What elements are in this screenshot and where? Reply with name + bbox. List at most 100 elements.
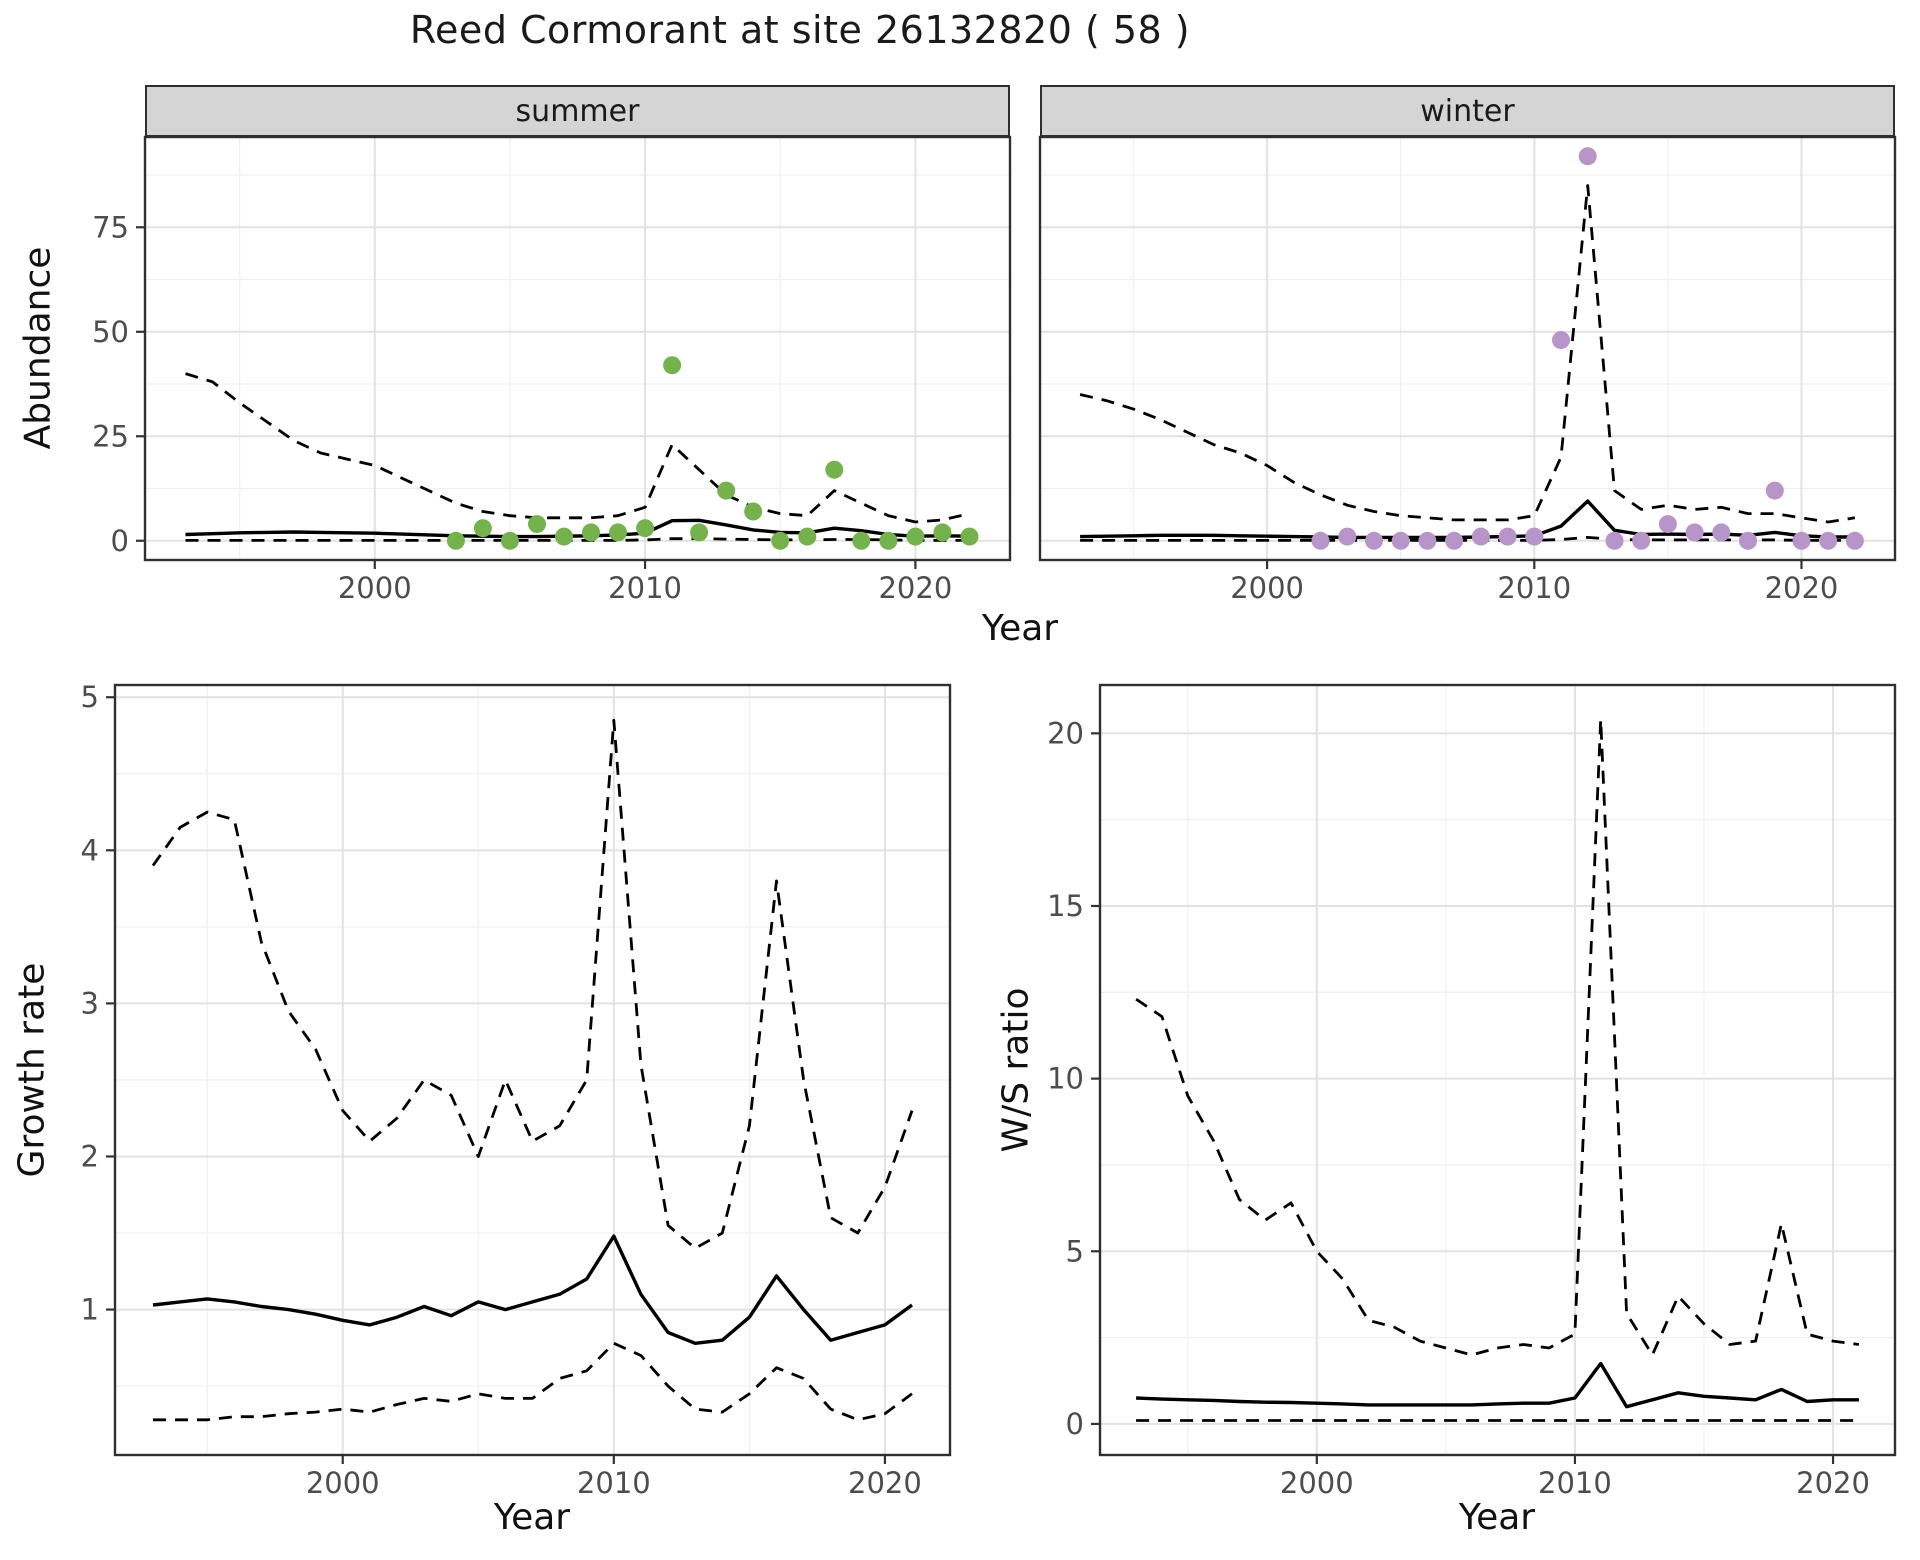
observed-point [798, 527, 817, 546]
grid-major [1100, 685, 1895, 1455]
observed-point [528, 515, 546, 534]
series-upper_95ci [151, 718, 914, 1250]
facet-strip-winter: winter [1040, 85, 1895, 137]
y-tick-label: 0 [1066, 1407, 1084, 1441]
x-tick-label: 2000 [1280, 1466, 1354, 1500]
y-axis-ticks: 1 2 3 4 5 [81, 680, 115, 1327]
plot-title: Reed Cormorant at site 26132820 ( 58 ) [409, 8, 1191, 52]
observed-point [1338, 527, 1357, 546]
facet-strip-summer: summer [145, 85, 1010, 137]
winter-abundance-panel: 2000 2010 2020 [1038, 135, 1897, 605]
series-upper_95ci [1079, 184, 1856, 524]
observed-point [825, 460, 844, 479]
observed-point [1765, 481, 1784, 500]
observed-point [1845, 531, 1864, 550]
y-axis-ticks: 0 5 10 15 20 [1047, 716, 1100, 1441]
observed-point [1471, 527, 1490, 546]
series-upper_95ci [1135, 718, 1860, 1357]
panel-border [1038, 135, 1897, 562]
x-tick-label: 2010 [577, 1466, 651, 1500]
grid-major [1040, 137, 1895, 560]
panel-border [143, 135, 1012, 562]
x-axis-title-top: Year [981, 608, 1059, 649]
y-tick-label: 25 [92, 419, 129, 453]
observed-point [473, 519, 492, 538]
observed-point [446, 531, 465, 550]
observed-point [1311, 531, 1330, 550]
observed-point [555, 527, 573, 546]
observed-point [1525, 527, 1544, 546]
grid-minor [1040, 137, 1895, 560]
x-tick-label: 2000 [306, 1466, 380, 1500]
observed-point [906, 527, 925, 546]
x-tick-label: 2000 [338, 571, 412, 605]
x-axis-ticks: 2000 2010 2020 [306, 1455, 922, 1500]
observed-point [852, 531, 871, 550]
observed-point [1605, 531, 1624, 550]
panel-background [1040, 137, 1895, 560]
y-axis-title-abundance: Abundance [17, 246, 59, 450]
observed-point [933, 523, 952, 542]
observed-points [1311, 147, 1864, 550]
panel-background [115, 685, 950, 1455]
y-tick-label: 1 [81, 1293, 99, 1327]
x-axis-title-growth: Year [493, 1497, 571, 1538]
x-axis-title-ws: Year [1458, 1497, 1536, 1538]
y-tick-label: 2 [81, 1139, 99, 1173]
observed-point [1445, 531, 1464, 550]
x-axis-ticks: 2000 2010 2020 [338, 560, 952, 605]
panel-background [145, 137, 1010, 560]
x-tick-label: 2020 [1765, 571, 1839, 605]
panel-background [1100, 685, 1895, 1455]
observed-point [663, 356, 682, 375]
y-tick-label: 15 [1047, 889, 1084, 923]
y-tick-label: 50 [92, 315, 129, 349]
facet-strip-winter-label: winter [1420, 93, 1515, 129]
y-tick-label: 0 [111, 524, 129, 558]
observed-point [771, 531, 790, 550]
y-tick-label: 75 [92, 210, 129, 244]
observed-point [500, 531, 519, 550]
x-axis-ticks: 2000 2010 2020 [1230, 560, 1838, 605]
observed-point [1498, 527, 1517, 546]
ws-ratio-panel: 2000 2010 2020 0 5 10 15 20 [1047, 683, 1897, 1500]
observed-point [1792, 531, 1811, 550]
series-lower_95ci [153, 1341, 913, 1422]
growth-rate-panel: 2000 2010 2020 1 2 3 4 5 [81, 680, 952, 1500]
y-tick-label: 3 [81, 986, 99, 1020]
panel-border [1098, 683, 1897, 1457]
observed-point [1418, 531, 1437, 550]
observed-point [960, 527, 979, 546]
observed-point [717, 481, 736, 500]
observed-point [1632, 531, 1651, 550]
observed-points [446, 356, 979, 550]
facet-strip-summer-label: summer [515, 93, 640, 129]
grid-minor [145, 137, 1010, 560]
y-tick-label: 10 [1047, 1062, 1084, 1096]
panel-border [113, 683, 952, 1457]
observed-point [1819, 531, 1838, 550]
series-fitted [1136, 1361, 1859, 1409]
x-axis-ticks: 2000 2010 2020 [1280, 1455, 1870, 1500]
y-tick-label: 20 [1047, 716, 1084, 750]
y-tick-label: 4 [81, 833, 99, 867]
observed-point [1391, 531, 1410, 550]
series-fitted [152, 1234, 914, 1345]
y-tick-label: 5 [81, 680, 99, 714]
y-axis-ticks: 0 25 50 75 [92, 210, 145, 558]
observed-point [1365, 531, 1383, 550]
x-tick-label: 2020 [1796, 1466, 1870, 1500]
observed-point [636, 519, 655, 538]
observed-point [1658, 515, 1677, 534]
series-upper_95ci [185, 372, 970, 524]
observed-point [1552, 331, 1570, 350]
summer-abundance-panel: 2000 2010 2020 0 25 50 75 [92, 135, 1012, 605]
x-tick-label: 2010 [1538, 1466, 1612, 1500]
y-tick-label: 5 [1066, 1234, 1084, 1268]
observed-point [690, 523, 709, 542]
observed-point [1712, 523, 1731, 542]
observed-point [582, 523, 600, 542]
x-tick-label: 2020 [848, 1466, 922, 1500]
x-tick-label: 2020 [878, 571, 952, 605]
